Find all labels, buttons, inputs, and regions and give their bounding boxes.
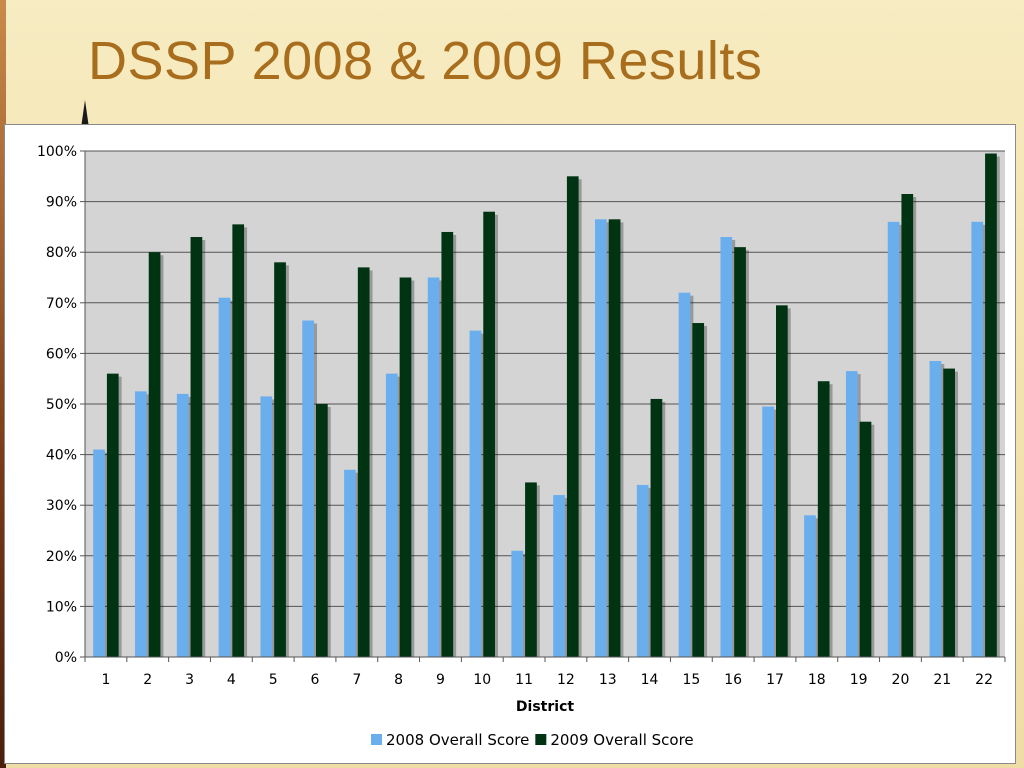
bar-2008 bbox=[720, 237, 733, 657]
bar-2008 bbox=[971, 221, 984, 657]
x-tick-label: 21 bbox=[933, 672, 951, 688]
bar-2008 bbox=[804, 515, 816, 657]
bar-2008 bbox=[135, 391, 147, 657]
x-tick-label: 13 bbox=[599, 672, 617, 688]
slide-edge-decoration bbox=[0, 0, 6, 768]
bar-chart: 0%10%20%30%40%50%60%70%80%90%100%1 2 3 4 5 6 7… bbox=[37, 144, 1006, 749]
bar-2008 bbox=[93, 449, 105, 657]
bar-2008 bbox=[427, 277, 440, 657]
slide-title: DSSP 2008 & 2009 Results bbox=[88, 31, 763, 91]
x-tick-label: 7 bbox=[352, 672, 361, 688]
x-tick-label: 8 bbox=[394, 672, 403, 688]
bar-2008 bbox=[678, 292, 691, 657]
bar-2008 bbox=[845, 371, 858, 657]
y-tick-label: 40% bbox=[46, 448, 77, 464]
x-tick-label: 3 bbox=[185, 672, 194, 688]
legend-swatch bbox=[535, 734, 547, 745]
y-tick-label: 10% bbox=[46, 599, 77, 615]
x-tick-label: 18 bbox=[808, 672, 826, 688]
bar-2009 bbox=[608, 219, 621, 657]
bar-2009 bbox=[650, 398, 663, 657]
bar-2009 bbox=[148, 252, 161, 657]
bar-2009 bbox=[525, 482, 537, 657]
bar-2009 bbox=[106, 373, 119, 657]
y-tick-label: 20% bbox=[46, 549, 77, 565]
bar-2009 bbox=[190, 237, 203, 657]
y-tick-label: 50% bbox=[46, 397, 77, 413]
legend-label: 2008 Overall Score bbox=[386, 731, 529, 749]
bar-2008 bbox=[218, 297, 231, 657]
bar-2008 bbox=[636, 484, 649, 657]
bar-2008 bbox=[887, 221, 900, 657]
bar-2009 bbox=[232, 224, 245, 657]
x-tick-label: 19 bbox=[850, 672, 868, 688]
x-tick-label: 22 bbox=[975, 672, 993, 688]
x-tick-label: 5 bbox=[269, 672, 278, 688]
x-tick-label: 16 bbox=[724, 672, 742, 688]
bar-2009 bbox=[985, 153, 997, 657]
bar-2008 bbox=[929, 360, 942, 657]
bar-2009 bbox=[316, 404, 328, 657]
x-tick-label: 20 bbox=[892, 672, 910, 688]
bar-2009 bbox=[357, 267, 370, 657]
bar-2009 bbox=[817, 381, 830, 657]
bar-2008 bbox=[344, 469, 356, 657]
quill-icon bbox=[81, 100, 89, 128]
bar-2009 bbox=[734, 247, 746, 657]
x-tick-label: 17 bbox=[766, 672, 784, 688]
x-tick-label: 4 bbox=[227, 672, 236, 688]
x-axis-title: District bbox=[516, 699, 574, 715]
bar-2008 bbox=[595, 219, 607, 657]
chart-card: 0% 10% 20% 30% 40% 50% 60% 70% 80% 90% 100% 1 2 3 4 5 6 7… bbox=[4, 124, 1016, 764]
bar-2009 bbox=[692, 323, 705, 657]
bar-2009 bbox=[943, 368, 955, 657]
bar-2009 bbox=[399, 277, 412, 657]
y-tick-label: 70% bbox=[46, 296, 77, 312]
bar-2008 bbox=[762, 406, 774, 657]
y-tick-label: 0% bbox=[55, 650, 77, 666]
x-tick-label: 9 bbox=[436, 672, 445, 688]
bar-2009 bbox=[901, 194, 914, 657]
y-tick-label: 60% bbox=[46, 346, 77, 362]
legend-swatch bbox=[371, 734, 382, 745]
y-tick-label: 90% bbox=[46, 195, 77, 211]
bar-2008 bbox=[260, 396, 273, 657]
legend: 2008 Overall Score 2009 Overall Score bbox=[371, 731, 694, 749]
x-tick-label: 1 bbox=[101, 672, 110, 688]
x-tick-label: 15 bbox=[682, 672, 700, 688]
bar-2009 bbox=[274, 262, 286, 657]
bar-2008 bbox=[553, 495, 565, 657]
y-tick-label: 100% bbox=[37, 144, 77, 160]
bar-2009 bbox=[566, 176, 579, 658]
y-tick-label: 80% bbox=[46, 245, 77, 261]
bar-2009 bbox=[859, 421, 872, 657]
bar-2009 bbox=[776, 305, 788, 657]
bar-2008 bbox=[511, 550, 524, 657]
bar-2008 bbox=[385, 373, 398, 657]
axes: 0%10%20%30%40%50%60%70%80%90%100%1 2 3 4 5 6 7… bbox=[37, 144, 1006, 688]
x-tick-label: 2 bbox=[143, 672, 152, 688]
x-tick-label: 10 bbox=[473, 672, 491, 688]
bar-2008 bbox=[176, 393, 189, 657]
x-tick-label: 14 bbox=[641, 672, 659, 688]
x-tick-label: 12 bbox=[557, 672, 575, 688]
bar-2009 bbox=[441, 231, 454, 657]
bars bbox=[93, 153, 1000, 658]
bar-2008 bbox=[469, 330, 482, 657]
x-tick-label: 6 bbox=[311, 672, 320, 688]
legend-label: 2009 Overall Score bbox=[550, 731, 693, 749]
bar-2008 bbox=[302, 320, 314, 657]
bar-2009 bbox=[483, 211, 495, 657]
y-tick-label: 30% bbox=[46, 498, 77, 514]
x-tick-label: 11 bbox=[515, 672, 533, 688]
